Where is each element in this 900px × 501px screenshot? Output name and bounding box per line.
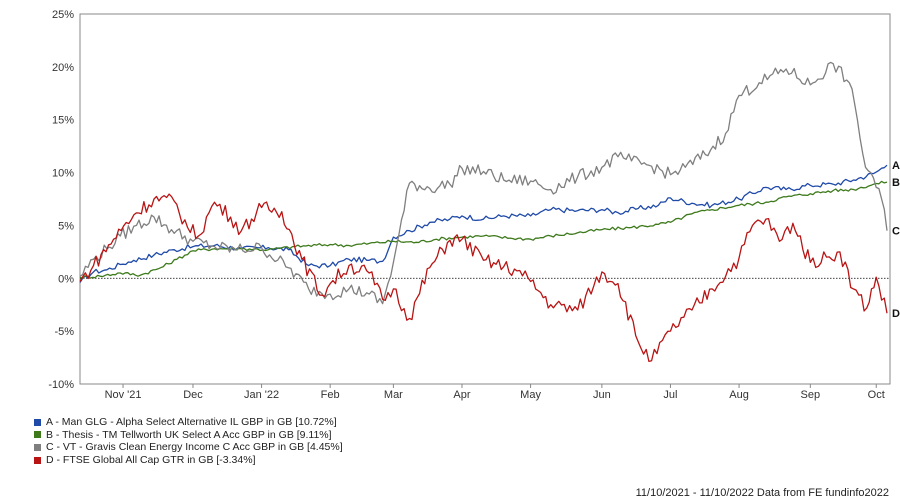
- y-axis: -10% -5% 0% 5% 10% 15% 20% 25%: [48, 9, 74, 391]
- y-tick-label: 25%: [52, 9, 74, 21]
- x-tick-label: May: [520, 389, 541, 401]
- x-tick-label: Jan '22: [244, 389, 279, 401]
- legend-item-a: A - Man GLG - Alpha Select Alternative I…: [34, 416, 343, 429]
- legend-swatch-d: [34, 456, 41, 464]
- end-label-b: B: [892, 177, 900, 189]
- footer-date-source: 11/10/2021 - 11/10/2022 Data from FE fun…: [635, 487, 889, 499]
- series-line-a: [79, 164, 888, 283]
- series-line-b: [79, 180, 888, 279]
- x-tick-label: Dec: [183, 389, 203, 401]
- x-tick-label: Sep: [801, 389, 821, 401]
- legend-label-c: C - VT - Gravis Clean Energy Income C Ac…: [46, 441, 343, 454]
- series-layer: [79, 61, 888, 363]
- y-tick-label: -10%: [48, 379, 74, 391]
- y-tick-label: 5%: [58, 220, 74, 232]
- legend-label-d: D - FTSE Global All Cap GTR in GB [-3.34…: [46, 453, 256, 466]
- x-tick-label: Jun: [593, 389, 611, 401]
- legend-item-d: D - FTSE Global All Cap GTR in GB [-3.34…: [34, 454, 343, 467]
- y-tick-label: -5%: [54, 326, 74, 338]
- legend: A - Man GLG - Alpha Select Alternative I…: [34, 416, 343, 466]
- x-tick-label: Nov '21: [105, 389, 142, 401]
- legend-swatch-b: [34, 431, 41, 439]
- x-tick-label: Jul: [663, 389, 677, 401]
- legend-item-b: B - Thesis - TM Tellworth UK Select A Ac…: [34, 429, 343, 442]
- end-label-c: C: [892, 226, 900, 238]
- y-tick-label: 0%: [58, 273, 74, 285]
- series-line-c: [79, 61, 888, 305]
- legend-label-b: B - Thesis - TM Tellworth UK Select A Ac…: [46, 428, 332, 441]
- legend-label-a: A - Man GLG - Alpha Select Alternative I…: [46, 416, 337, 428]
- legend-swatch-c: [34, 443, 41, 451]
- end-label-a: A: [892, 160, 900, 172]
- series-line-d: [79, 193, 888, 363]
- y-tick-label: 15%: [52, 115, 74, 127]
- end-label-d: D: [892, 308, 900, 320]
- series-end-labels: AB C D: [892, 160, 900, 320]
- x-axis: Nov '21 Dec Jan '22 Feb Mar Apr May Jun Jul Aug Se…: [105, 384, 885, 401]
- plot-frame: [79, 13, 891, 385]
- x-tick-label: Aug: [729, 389, 749, 401]
- x-tick-label: Mar: [384, 389, 403, 401]
- legend-item-c: C - VT - Gravis Clean Energy Income C Ac…: [34, 441, 343, 454]
- x-tick-label: Apr: [453, 389, 470, 401]
- x-tick-label: Oct: [868, 389, 885, 401]
- legend-swatch-a: [34, 418, 41, 426]
- y-tick-label: 20%: [52, 62, 74, 74]
- y-tick-label: 10%: [52, 168, 74, 180]
- line-chart: -10% -5% 0% 5% 10% 15% 20% 25% Nov '21 Dec Jan '2…: [48, 9, 900, 401]
- x-tick-label: Feb: [321, 389, 340, 401]
